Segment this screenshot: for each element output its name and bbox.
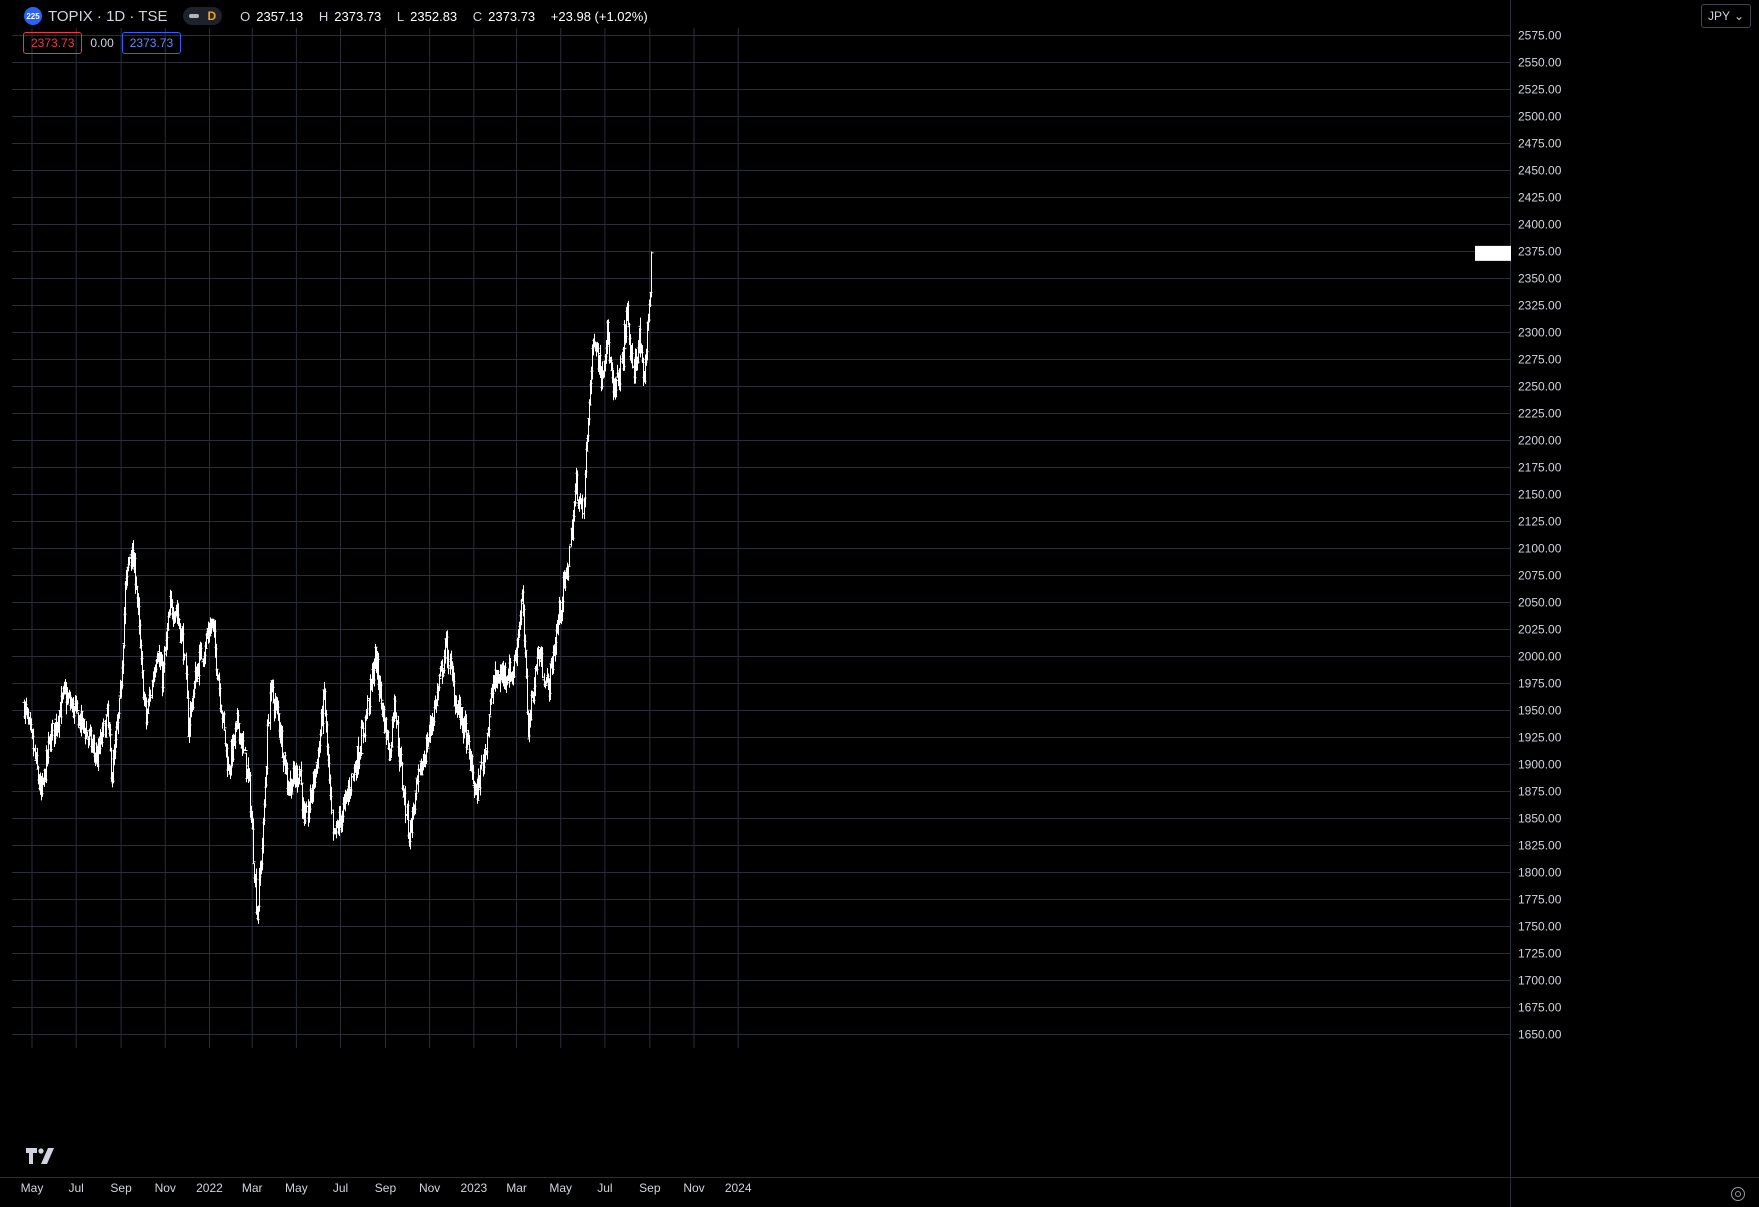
low-value: 2352.83	[410, 8, 458, 24]
y-tick-label: 2525.00	[1518, 83, 1562, 97]
x-tick-label: 2022	[196, 1181, 223, 1195]
y-tick-label: 1850.00	[1518, 812, 1562, 826]
y-tick-label: 1700.00	[1518, 974, 1562, 988]
x-tick-label: Sep	[639, 1181, 661, 1195]
price-bars	[22, 251, 654, 924]
high-label: H	[318, 8, 329, 24]
x-tick-label: 2023	[460, 1181, 487, 1195]
y-tick-label: 1875.00	[1518, 785, 1562, 799]
y-tick-label: 2375.00	[1518, 245, 1562, 259]
x-tick-label: May	[549, 1181, 572, 1195]
sell-price-button[interactable]: 2373.73	[23, 32, 83, 54]
x-tick-label: Nov	[155, 1181, 176, 1195]
low-label: L	[396, 8, 405, 24]
interval-letter: D	[207, 9, 217, 23]
trade-buttons: 2373.73 0.00 2373.73	[23, 32, 182, 54]
tradingview-logo-icon[interactable]	[26, 1146, 58, 1166]
last-price-marker	[1475, 245, 1511, 261]
y-tick-label: 2350.00	[1518, 272, 1562, 286]
interval-status-pill[interactable]: D	[183, 7, 223, 25]
y-tick-label: 1975.00	[1518, 677, 1562, 691]
y-tick-label: 2450.00	[1518, 164, 1562, 178]
y-tick-label: 2550.00	[1518, 56, 1562, 70]
x-tick-label: 2024	[725, 1181, 752, 1195]
y-tick-label: 1825.00	[1518, 839, 1562, 853]
spread-value: 0.00	[90, 36, 114, 50]
buy-price-button[interactable]: 2373.73	[121, 32, 182, 54]
symbol-logo-icon[interactable]: 225	[24, 7, 42, 25]
close-value: 2373.73	[488, 8, 536, 24]
x-tick-label: Nov	[683, 1181, 704, 1195]
x-tick-label: Sep	[110, 1181, 132, 1195]
open-label: O	[240, 8, 251, 24]
y-tick-label: 2175.00	[1518, 461, 1562, 475]
y-tick-label: 2325.00	[1518, 299, 1562, 313]
y-tick-label: 1750.00	[1518, 920, 1562, 934]
y-tick-label: 2100.00	[1518, 542, 1562, 556]
y-tick-label: 1925.00	[1518, 731, 1562, 745]
y-tick-label: 2475.00	[1518, 137, 1562, 151]
chevron-down-icon: ⌄	[1733, 9, 1744, 23]
open-value: 2357.13	[256, 8, 304, 24]
x-tick-label: Jul	[69, 1181, 84, 1195]
x-tick-label: Jul	[597, 1181, 612, 1195]
y-tick-label: 2125.00	[1518, 515, 1562, 529]
y-tick-label: 2250.00	[1518, 380, 1562, 394]
y-tick-label: 1900.00	[1518, 758, 1562, 772]
y-tick-label: 2050.00	[1518, 596, 1562, 610]
y-tick-label: 2150.00	[1518, 488, 1562, 502]
settings-icon[interactable]	[1731, 1187, 1745, 1201]
y-tick-label: 2075.00	[1518, 569, 1562, 583]
symbol-header: 225 TOPIX · 1D · TSE D O 2357.13 H 2373.73…	[24, 6, 654, 26]
y-tick-label: 1950.00	[1518, 704, 1562, 718]
y-tick-label: 2025.00	[1518, 623, 1562, 637]
market-status-icon	[189, 14, 200, 18]
currency-label: JPY	[1708, 9, 1731, 23]
y-tick-label: 2000.00	[1518, 650, 1562, 664]
x-tick-label: Mar	[506, 1181, 527, 1195]
time-axis[interactable]: May Jul Sep Nov 2022 Mar May Jul Sep Nov 2023 Mar Ma…	[21, 1181, 752, 1195]
y-tick-label: 1800.00	[1518, 866, 1562, 880]
y-tick-label: 2275.00	[1518, 353, 1562, 367]
change-value: +23.98 (+1.02%)	[550, 8, 648, 24]
x-tick-label: May	[285, 1181, 308, 1195]
y-tick-label: 2500.00	[1518, 110, 1562, 124]
y-tick-label: 2400.00	[1518, 218, 1562, 232]
y-tick-label: 1675.00	[1518, 1001, 1562, 1015]
x-tick-label: May	[21, 1181, 44, 1195]
x-tick-label: Sep	[375, 1181, 397, 1195]
y-tick-label: 1775.00	[1518, 893, 1562, 907]
ohlc-legend: O 2357.13 H 2373.73 L 2352.83 C 2373.73 +23.…	[240, 9, 654, 24]
y-tick-label: 1650.00	[1518, 1028, 1562, 1042]
currency-selector[interactable]: JPY ⌄	[1701, 4, 1751, 28]
high-value: 2373.73	[334, 8, 382, 24]
x-tick-label: Jul	[333, 1181, 348, 1195]
y-tick-label: 2425.00	[1518, 191, 1562, 205]
x-tick-label: Nov	[419, 1181, 440, 1195]
price-axis[interactable]: 1650.00 1675.00 1700.00 1725.00 1750.00 1775.…	[1518, 29, 1562, 1042]
y-tick-label: 2225.00	[1518, 407, 1562, 421]
y-tick-label: 2575.00	[1518, 29, 1562, 43]
y-tick-label: 2300.00	[1518, 326, 1562, 340]
y-tick-label: 1725.00	[1518, 947, 1562, 961]
close-label: C	[472, 8, 483, 24]
symbol-title[interactable]: TOPIX · 1D · TSE	[48, 7, 168, 25]
x-tick-label: Mar	[242, 1181, 263, 1195]
y-tick-label: 2200.00	[1518, 434, 1562, 448]
